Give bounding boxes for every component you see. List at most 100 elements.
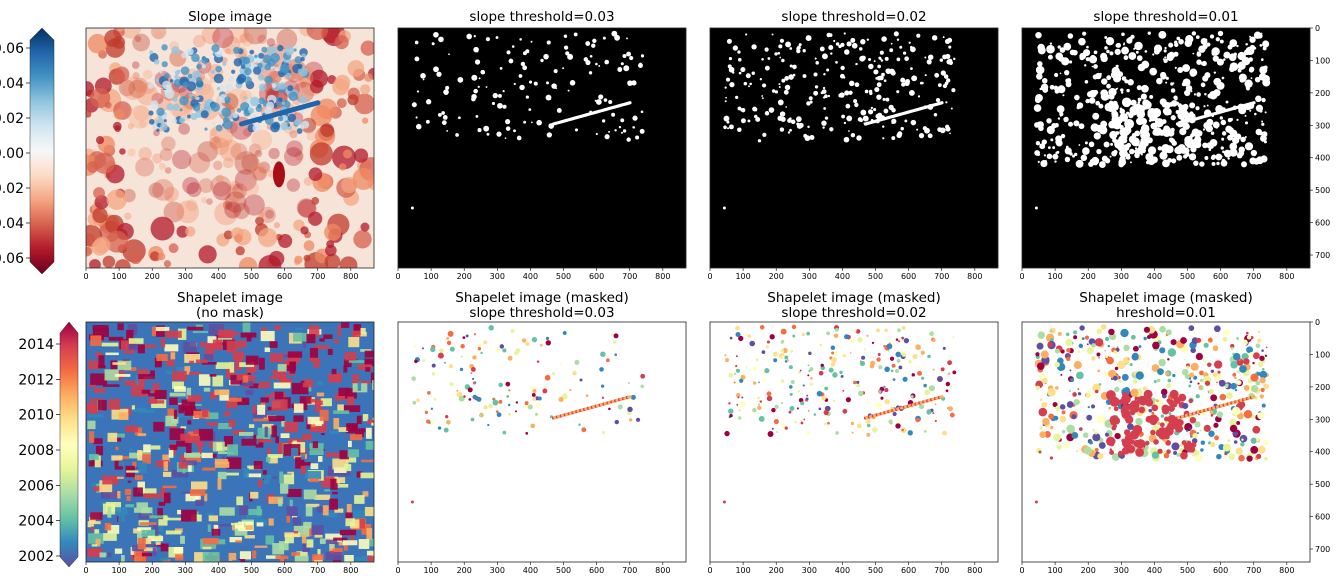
x-tick-label: 300 (490, 272, 505, 281)
x-tick-label: 300 (802, 272, 817, 281)
x-tick-label: 500 (244, 566, 259, 575)
x-tick-label: 0 (83, 566, 88, 575)
panel-title: Slope image (188, 9, 272, 25)
x-tick-label: 0 (395, 566, 400, 575)
panel-image (1022, 28, 1310, 268)
panel-frame (1021, 321, 1311, 563)
x-tick-label: 600 (901, 566, 916, 575)
x-tick-label: 0 (707, 566, 712, 575)
x-tick-label: 700 (310, 566, 325, 575)
y-tick-label: 300 (1315, 415, 1330, 424)
x-tick-label: 400 (1147, 566, 1162, 575)
panel-title: Shapelet image (masked) (767, 290, 940, 306)
x-tick-label: 600 (901, 272, 916, 281)
slope-colorbar-tick-label: −0.06 (0, 251, 24, 267)
y-tick-label: 100 (1315, 350, 1330, 359)
x-tick-label: 500 (556, 566, 571, 575)
year-colorbar-tick-label: 2002 (18, 549, 54, 565)
panel-frame (85, 27, 375, 269)
x-tick-label: 200 (457, 566, 472, 575)
x-tick-label: 100 (423, 272, 438, 281)
panel-title: Shapelet image (masked) (1079, 290, 1252, 306)
x-tick-label: 100 (735, 566, 750, 575)
x-tick-label: 0 (83, 272, 88, 281)
panel-subtitle: hreshold=0.01 (1116, 305, 1216, 321)
x-tick-label: 500 (868, 272, 883, 281)
slope-colorbar-bar (29, 27, 55, 275)
x-tick-label: 400 (835, 566, 850, 575)
x-tick-label: 500 (1180, 566, 1195, 575)
y-tick-label: 400 (1315, 448, 1330, 457)
y-tick-label: 400 (1315, 154, 1330, 163)
x-tick-label: 300 (490, 566, 505, 575)
slope-colorbar-tick-label: 0.02 (0, 111, 24, 127)
x-tick-label: 700 (310, 272, 325, 281)
x-tick-label: 800 (967, 566, 982, 575)
panel-title: slope threshold=0.02 (781, 9, 926, 25)
x-tick-label: 600 (277, 272, 292, 281)
x-tick-label: 800 (967, 272, 982, 281)
panel-title: Shapelet image (177, 290, 283, 306)
panel-p5: Shapelet image(no mask) 0 100 200 300 400 500 6… (83, 290, 375, 575)
x-tick-label: 600 (277, 566, 292, 575)
x-tick-label: 300 (802, 566, 817, 575)
x-tick-label: 400 (835, 272, 850, 281)
x-tick-label: 100 (1047, 272, 1062, 281)
x-tick-label: 500 (556, 272, 571, 281)
x-tick-label: 800 (655, 272, 670, 281)
panel-frame (1021, 27, 1311, 269)
panel-p1: Slope image 0 100 200 300 400 500 600 700 800 (83, 9, 375, 281)
year-colorbar: 2014 2012 2010 2008 2006 2004 2002 (18, 321, 79, 568)
year-colorbar-tick-label: 2008 (18, 443, 54, 459)
x-tick-label: 200 (457, 272, 472, 281)
x-tick-label: 600 (589, 566, 604, 575)
year-colorbar-tick-label: 2004 (18, 514, 54, 530)
x-tick-label: 700 (622, 566, 637, 575)
panel-p3: slope threshold=0.02 0 100 200 300 400 500 600 7… (707, 9, 999, 281)
x-tick-label: 800 (343, 566, 358, 575)
x-tick-label: 800 (655, 566, 670, 575)
panel-title: slope threshold=0.03 (469, 9, 614, 25)
y-tick-label: 500 (1315, 186, 1330, 195)
x-tick-label: 100 (1047, 566, 1062, 575)
x-tick-label: 600 (589, 272, 604, 281)
y-tick-label: 0 (1315, 318, 1320, 327)
x-tick-label: 700 (1246, 566, 1261, 575)
panel-image (86, 322, 374, 562)
panel-image (710, 28, 998, 268)
panel-p4: slope threshold=0.01 0 100 200 300 400 500 600 7… (1019, 9, 1330, 281)
x-tick-label: 0 (707, 272, 712, 281)
x-tick-label: 0 (1019, 566, 1024, 575)
y-tick-label: 200 (1315, 89, 1330, 98)
panel-frame (709, 321, 999, 563)
panel-image (398, 322, 686, 562)
x-tick-label: 500 (244, 272, 259, 281)
x-tick-label: 200 (769, 566, 784, 575)
x-tick-label: 300 (1114, 566, 1129, 575)
x-tick-label: 0 (395, 272, 400, 281)
y-tick-label: 500 (1315, 480, 1330, 489)
panel-frame (709, 27, 999, 269)
x-tick-label: 200 (145, 566, 160, 575)
panel-p2: slope threshold=0.03 0 100 200 300 400 500 600 7… (395, 9, 687, 281)
x-tick-label: 800 (1279, 566, 1294, 575)
x-tick-label: 600 (1213, 566, 1228, 575)
x-tick-label: 400 (211, 566, 226, 575)
slope-colorbar: 0.06 0.04 0.02 0.00 −0.02 −0.04 −0.06 (0, 27, 55, 275)
panel-frame (85, 321, 375, 563)
panel-image (1022, 322, 1310, 562)
panel-subtitle: slope threshold=0.03 (469, 305, 614, 321)
y-tick-label: 600 (1315, 219, 1330, 228)
year-colorbar-tick-label: 2014 (18, 337, 54, 353)
panel-image (398, 28, 686, 268)
panel-title: slope threshold=0.01 (1093, 9, 1238, 25)
x-tick-label: 500 (868, 566, 883, 575)
x-tick-label: 100 (423, 566, 438, 575)
slope-colorbar-tick-label: −0.04 (0, 216, 24, 232)
x-tick-label: 200 (769, 272, 784, 281)
year-colorbar-bar (59, 321, 79, 568)
x-tick-label: 400 (523, 272, 538, 281)
x-tick-label: 100 (111, 272, 126, 281)
y-tick-label: 600 (1315, 513, 1330, 522)
